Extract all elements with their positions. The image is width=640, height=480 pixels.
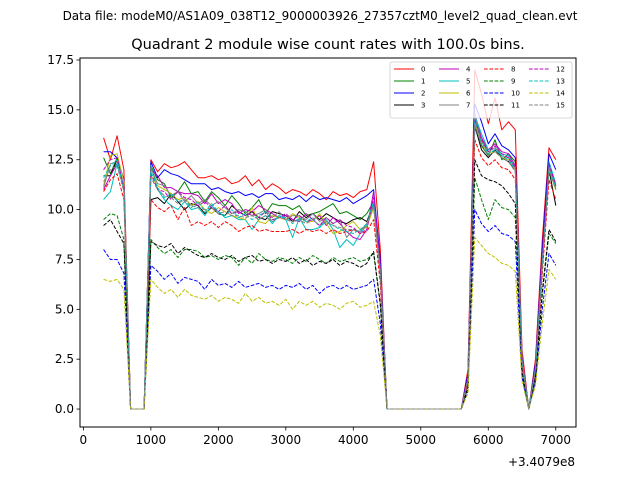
legend-label-8: 8 — [511, 66, 515, 74]
y-tick-label: 12.5 — [47, 153, 74, 167]
series-line-13 — [103, 121, 557, 410]
x-tick-label: 1000 — [136, 433, 167, 447]
y-axis: 0.0 2.5 5.0 7.5 10.0 12.5 15.0 17.5 — [47, 53, 80, 416]
series-line-2 — [103, 103, 557, 410]
x-tick-label: 7000 — [540, 433, 571, 447]
suptitle: Data file: modeM0/AS1A09_038T12_90000039… — [63, 9, 578, 23]
series-line-9 — [103, 177, 557, 410]
legend-label-11: 11 — [511, 102, 520, 110]
y-tick-label: 17.5 — [47, 53, 74, 67]
legend-label-5: 5 — [466, 78, 470, 86]
legend-label-10: 10 — [511, 90, 520, 98]
axes-frame — [79, 57, 577, 428]
legend-label-12: 12 — [556, 66, 565, 74]
y-tick-label: 2.5 — [55, 352, 74, 366]
x-tick-label: 0 — [80, 433, 88, 447]
legend-label-15: 15 — [556, 102, 565, 110]
series-line-15 — [103, 125, 557, 410]
y-tick-label: 0.0 — [55, 402, 74, 416]
series-line-3 — [103, 125, 557, 410]
x-offset-label: +3.4079e8 — [508, 455, 575, 469]
legend-label-1: 1 — [421, 78, 425, 86]
y-tick-label: 10.0 — [47, 203, 74, 217]
series-line-14 — [103, 237, 557, 410]
series-line-5 — [103, 115, 557, 410]
x-axis: 0 1000 2000 3000 4000 5000 6000 7000 — [80, 427, 571, 447]
x-tick-label: 4000 — [338, 433, 369, 447]
legend-label-7: 7 — [466, 102, 470, 110]
legend-box — [389, 61, 573, 119]
plot-area — [103, 69, 557, 410]
y-tick-label: 7.5 — [55, 252, 74, 266]
x-tick-label: 6000 — [473, 433, 504, 447]
x-tick-label: 3000 — [271, 433, 302, 447]
legend-label-6: 6 — [466, 90, 471, 98]
x-tick-label: 2000 — [203, 433, 234, 447]
y-tick-label: 15.0 — [47, 103, 74, 117]
legend-label-9: 9 — [511, 78, 515, 86]
series-line-10 — [103, 209, 557, 410]
legend-label-4: 4 — [466, 66, 471, 74]
legend-label-14: 14 — [556, 90, 565, 98]
series-line-12 — [103, 119, 557, 410]
chart-title: Quadrant 2 module wise count rates with … — [131, 37, 525, 53]
legend-label-2: 2 — [421, 90, 425, 98]
series-line-11 — [103, 159, 557, 410]
legend-label-13: 13 — [556, 78, 565, 86]
series-line-8 — [103, 139, 557, 410]
legend-label-0: 0 — [421, 66, 425, 74]
y-tick-label: 5.0 — [55, 302, 74, 316]
x-tick-label: 5000 — [406, 433, 437, 447]
series-line-4 — [103, 113, 557, 410]
legend-label-3: 3 — [421, 102, 425, 110]
